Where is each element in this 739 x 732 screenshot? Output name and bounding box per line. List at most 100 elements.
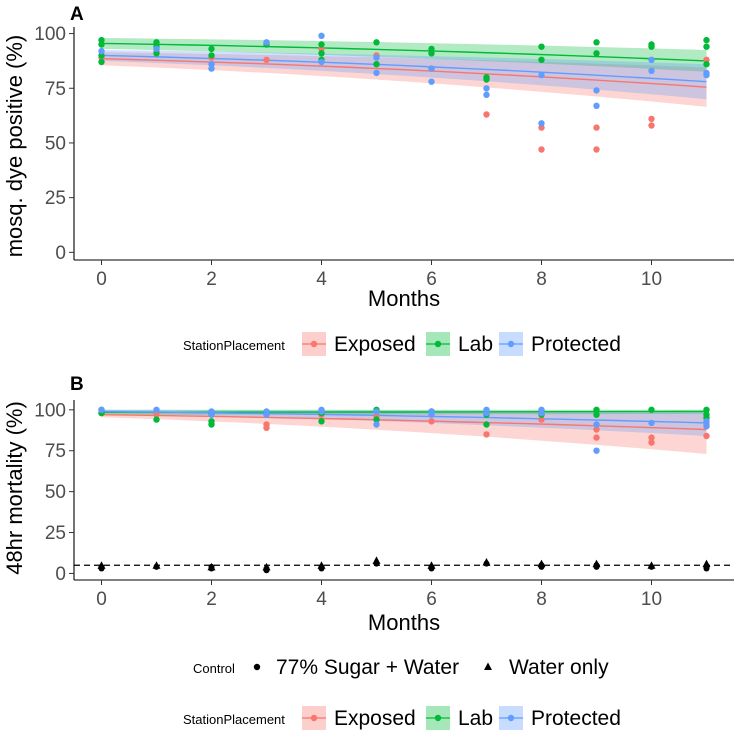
panel-b-point-protected (373, 421, 380, 428)
panel-a-point-lab (373, 39, 380, 46)
panel-a-point-lab (428, 50, 435, 57)
panel-b-control-point-water-only (647, 561, 656, 569)
panel-a-point-exposed (648, 122, 655, 129)
panel-a-point-lab (208, 52, 215, 59)
panel-a-point-exposed (593, 146, 600, 153)
legend-a-title: StationPlacement (183, 338, 285, 353)
panel-b-control-point-water-only (702, 559, 711, 568)
panel-b-fit-line-exposed (101, 414, 707, 431)
panel-a-xtick-label: 2 (206, 269, 217, 290)
panel-b-point-exposed (428, 418, 435, 425)
panel-a-fit-line-lab (101, 42, 707, 62)
panel-b-point-exposed (538, 416, 545, 423)
panel-b-band-exposed (101, 412, 707, 454)
panel-a-point-protected (428, 65, 435, 72)
legend-control: Control 77% Sugar + Water Water only (193, 656, 609, 679)
panel-a-point-protected (648, 67, 655, 75)
panel-b-xtick-label: 6 (426, 589, 437, 610)
panel-a-point-lab (593, 50, 600, 57)
panel-b-xtick-label: 4 (316, 589, 327, 610)
panel-a-xlabel: Months (368, 286, 440, 311)
panel-a-point-protected (593, 102, 600, 110)
panel-b-point-protected (98, 406, 105, 413)
legend-a-label-lab: Lab (458, 333, 493, 356)
legend-a-key-protected (499, 332, 523, 356)
panel-a-point-lab (483, 76, 490, 83)
panel-b-control-point-water-only (427, 561, 436, 569)
panel-b-point-protected (208, 411, 215, 418)
panel-a-point-protected (318, 32, 325, 39)
panel-b-ytick-label: 75 (45, 441, 66, 462)
panel-a-point-lab (648, 43, 655, 50)
panel-a-point-lab (98, 58, 105, 66)
panel-b-point-exposed (483, 431, 490, 438)
panel-a-plot: 0 25 50 75 100 0 2 4 6 8 10 (34, 24, 734, 290)
panel-a-point-lab (153, 39, 160, 46)
legend-b: StationPlacement Exposed Lab Protected (183, 706, 621, 730)
panel-b-band-protected (101, 409, 707, 436)
panel-b-point-lab (593, 406, 600, 413)
panel-b-plot: 0 25 50 75 100 0 2 4 6 8 10 (34, 400, 734, 610)
panel-a-point-exposed (263, 56, 270, 63)
legend-a-label-exposed: Exposed (334, 333, 416, 356)
legend-a-key-exposed (302, 332, 326, 356)
panel-a-point-protected (483, 85, 490, 92)
panel-a-point-protected (538, 71, 545, 79)
panel-a-point-lab (318, 50, 325, 57)
panel-a-point-protected (593, 87, 600, 94)
panel-a-point-protected (373, 69, 380, 77)
panel-b-fit-line-protected (101, 410, 707, 424)
panel-a-point-protected (208, 65, 215, 72)
legend-control-title: Control (193, 661, 235, 676)
panel-a-point-exposed (703, 56, 710, 63)
panel-b-control-point-water-only (317, 561, 326, 569)
panel-a-point-exposed (538, 146, 545, 153)
panel-a-ytick-label: 50 (45, 133, 66, 154)
panel-a-point-protected (208, 60, 215, 68)
panel-b-point-protected (318, 408, 325, 415)
panel-b-point-exposed (593, 434, 600, 441)
panel-b-point-exposed (703, 432, 710, 440)
panel-b-ytick-label: 25 (45, 523, 66, 544)
panel-a-point-exposed (318, 45, 325, 53)
legend-b-label-protected: Protected (531, 707, 621, 730)
panel-a-point-lab (428, 45, 435, 53)
legend-a-key-lab (426, 332, 450, 356)
panel-b-point-protected (153, 406, 160, 413)
panel-b-xtick-label: 0 (96, 589, 107, 610)
panel-b-point-lab (373, 416, 380, 423)
panel-b-point-protected (593, 447, 600, 454)
panel-a-point-lab (98, 36, 105, 44)
panel-b-xtick-label: 10 (641, 589, 662, 610)
panel-b-ytick-label: 50 (45, 482, 66, 503)
panel-a-point-lab (703, 36, 710, 44)
panel-b-point-lab (153, 416, 160, 423)
panel-a-fit-line-protected (101, 54, 707, 83)
panel-label-a: A (70, 4, 84, 25)
panel-a-point-protected (648, 56, 655, 63)
panel-b-control-point-water-only (152, 561, 161, 569)
legend-b-key-lab (426, 706, 450, 730)
panel-a-band-exposed (101, 52, 707, 107)
panel-b-point-lab (703, 406, 710, 413)
panel-a-point-protected (483, 91, 490, 99)
panel-a-point-protected (538, 120, 545, 127)
panel-b-point-exposed (593, 426, 600, 433)
panel-b-point-protected (428, 411, 435, 418)
panel-b-point-protected (703, 423, 710, 430)
legend-a-label-protected: Protected (531, 333, 621, 356)
legend-b-title: StationPlacement (183, 712, 285, 727)
panel-b-point-protected (593, 421, 600, 428)
panel-b-ytick-label: 0 (55, 564, 66, 585)
legend-b-key-exposed (302, 706, 326, 730)
panel-a-point-protected (373, 54, 380, 61)
panel-b-control-point-water-only (482, 558, 491, 566)
panel-a-point-exposed (648, 115, 655, 123)
legend-control-label-sugar: 77% Sugar + Water (276, 656, 459, 679)
panel-a-point-lab (703, 43, 710, 50)
panel-a-fit-line-exposed (101, 58, 707, 88)
panel-b-point-lab (208, 421, 215, 428)
panel-b-point-protected (263, 411, 270, 418)
panel-b-xtick-label: 2 (206, 589, 217, 610)
